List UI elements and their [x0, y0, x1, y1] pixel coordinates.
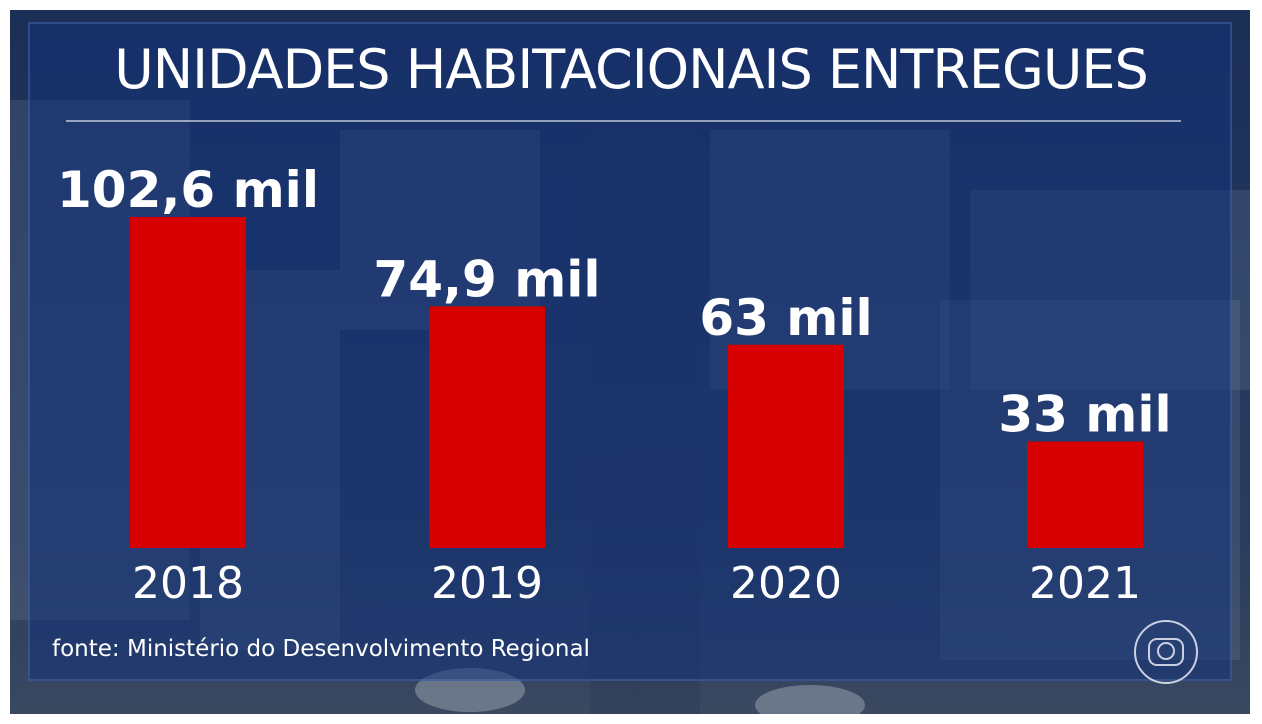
category-label-2020: 2020	[730, 558, 842, 609]
title-divider	[66, 120, 1181, 122]
value-label-2019: 74,9 mil	[373, 250, 600, 308]
graphic-panel	[28, 22, 1232, 681]
logo-screen-shape	[1148, 638, 1184, 666]
category-label-2021: 2021	[1029, 558, 1141, 609]
bar-2020	[728, 344, 844, 548]
bar-2018	[130, 217, 246, 548]
category-label-2018: 2018	[132, 558, 244, 609]
value-label-2018: 102,6 mil	[57, 161, 319, 219]
value-label-2021: 33 mil	[998, 386, 1171, 444]
chart-title: UNIDADES HABITACIONAIS ENTREGUES	[114, 38, 1149, 101]
bar-2019	[429, 306, 545, 548]
value-label-2020: 63 mil	[699, 289, 872, 347]
source-note: fonte: Ministério do Desenvolvimento Reg…	[52, 636, 590, 662]
category-label-2019: 2019	[431, 558, 543, 609]
bar-2021	[1027, 441, 1143, 548]
logo-circle-shape	[1157, 642, 1175, 660]
broadcaster-logo-icon	[1134, 620, 1198, 684]
